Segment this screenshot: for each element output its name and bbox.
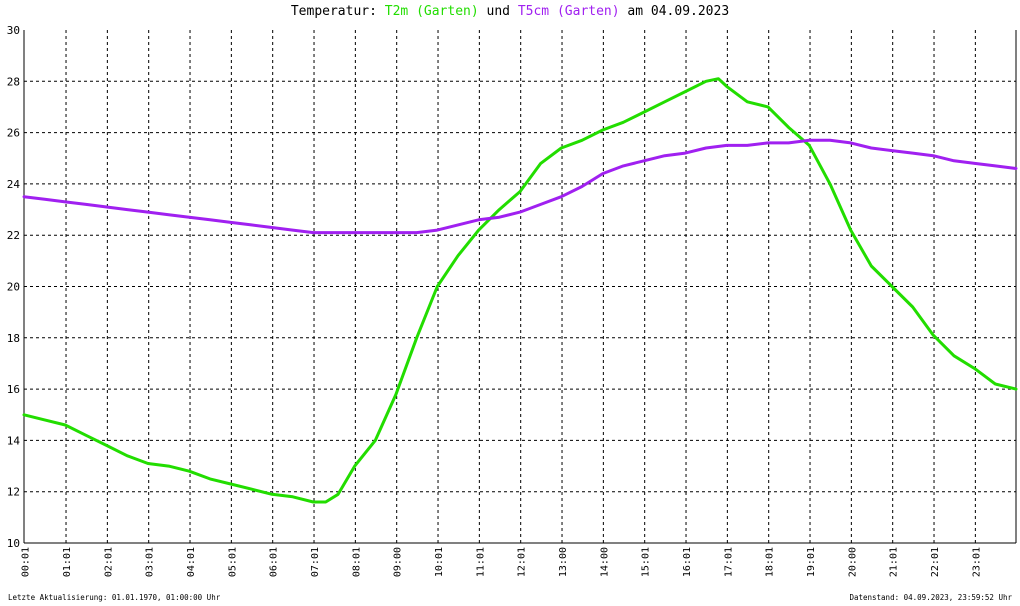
series-lines — [22, 77, 1018, 504]
footer-last-update: Letzte Aktualisierung: 01.01.1970, 01:00… — [8, 593, 221, 602]
x-tick-label: 23:01 — [971, 547, 982, 577]
x-tick-label: 11:01 — [475, 547, 486, 577]
x-tick-label: 00:01 — [21, 547, 32, 577]
footer-data-status: Datenstand: 04.09.2023, 23:59:52 Uhr — [849, 593, 1012, 602]
x-tick-label: 14:00 — [599, 547, 610, 577]
y-tick-label: 30 — [7, 24, 20, 37]
grid — [24, 30, 1016, 543]
y-tick-label: 28 — [7, 75, 20, 88]
y-tick-label: 18 — [7, 332, 20, 345]
x-tick-label: 06:01 — [269, 547, 280, 577]
chart-title: Temperatur: T2m (Garten) und T5cm (Garte… — [0, 4, 1020, 19]
x-tick-label: 12:01 — [517, 547, 528, 577]
title-series1-label: T2m (Garten) — [384, 4, 479, 19]
title-series2-label: T5cm (Garten) — [517, 4, 620, 19]
x-tick-label: 22:01 — [930, 547, 941, 577]
y-tick-label: 22 — [7, 229, 20, 242]
series-line-t2m — [22, 77, 1018, 504]
x-tick-label: 21:01 — [889, 547, 900, 577]
series-line-t5cm — [22, 138, 1018, 235]
x-tick-label: 07:01 — [310, 547, 321, 577]
y-tick-label: 16 — [7, 383, 20, 396]
y-tick-label: 12 — [7, 486, 20, 499]
x-tick-label: 15:01 — [641, 547, 652, 577]
title-prefix: Temperatur: — [290, 4, 385, 19]
axes — [23, 30, 1017, 544]
x-tick-label: 02:01 — [103, 547, 114, 577]
y-tick-label: 10 — [7, 537, 20, 550]
x-tick-label: 20:00 — [847, 547, 858, 577]
x-tick-label: 10:01 — [434, 547, 445, 577]
y-tick-label: 14 — [7, 434, 21, 447]
y-tick-labels: 10 12 14 16 18 20 22 24 26 28 30 — [7, 24, 21, 550]
x-tick-label: 03:01 — [145, 547, 156, 577]
x-tick-label: 17:01 — [723, 547, 734, 577]
x-tick-labels: 00:01 01:01 02:01 03:01 04:01 05:01 06:01 07:01… — [21, 547, 983, 577]
x-tick-label: 18:01 — [765, 547, 776, 577]
y-tick-label: 20 — [7, 281, 20, 294]
title-connector: und — [478, 4, 518, 19]
x-tick-label: 01:01 — [62, 547, 73, 577]
x-tick-label: 19:01 — [806, 547, 817, 577]
y-tick-label: 24 — [7, 178, 21, 191]
title-suffix: am 04.09.2023 — [619, 4, 730, 19]
x-tick-label: 09:00 — [393, 547, 404, 577]
x-tick-label: 04:01 — [186, 547, 197, 577]
x-tick-label: 13:00 — [558, 547, 569, 577]
x-tick-label: 05:01 — [227, 547, 238, 577]
x-tick-label: 16:01 — [682, 547, 693, 577]
x-tick-label: 08:01 — [351, 547, 362, 577]
y-tick-label: 26 — [7, 127, 20, 140]
